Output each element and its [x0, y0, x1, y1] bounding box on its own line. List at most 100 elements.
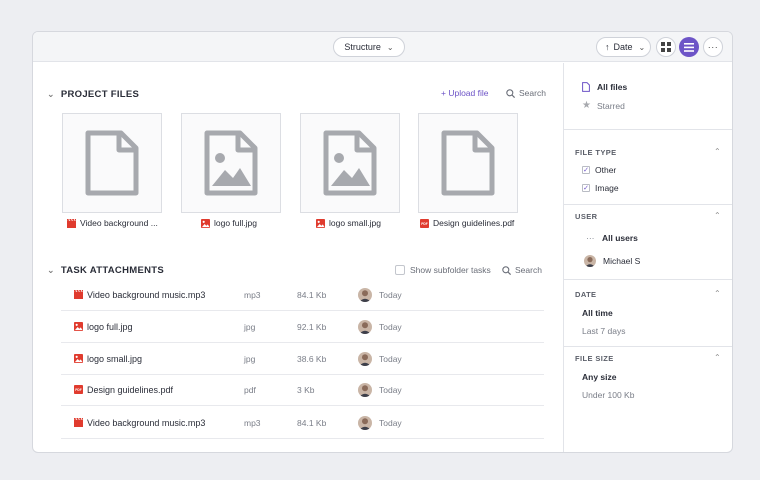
- file-icon: [582, 82, 590, 92]
- checkbox[interactable]: [395, 265, 405, 275]
- attachment-size: 84.1 Kb: [297, 417, 327, 428]
- attachment-size: 92.1 Kb: [297, 321, 327, 332]
- chevron-up-icon[interactable]: ⌃: [714, 211, 721, 220]
- project-files-title: PROJECT FILES: [60, 89, 140, 100]
- pdf-file-icon: PDF: [420, 218, 429, 228]
- attachment-name[interactable]: PDF Design guidelines.pdf: [74, 384, 174, 395]
- attachment-row[interactable]: logo full.jpg jpg 92.1 Kb Today: [61, 311, 544, 343]
- project-files-search[interactable]: Search: [506, 88, 546, 98]
- filter-user-michael[interactable]: Michael S: [584, 255, 640, 267]
- filter-any-size[interactable]: Any size: [582, 372, 617, 382]
- upload-file-link[interactable]: + Upload file: [441, 88, 489, 98]
- attachment-type: mp3: [244, 289, 261, 300]
- attachment-type: pdf: [244, 384, 256, 395]
- avatar: [584, 255, 596, 267]
- avatar: [358, 351, 372, 366]
- file-tile-logo-full[interactable]: [181, 113, 281, 213]
- search-icon: [506, 88, 515, 98]
- attachment-date: Today: [379, 353, 402, 364]
- attachment-row[interactable]: Video background music.mp3 mp3 84.1 Kb Toda…: [61, 279, 544, 311]
- sort-dropdown[interactable]: ↑ Date ⌄: [596, 37, 651, 57]
- attachment-date: Today: [379, 289, 402, 300]
- filter-under-100kb[interactable]: Under 100 Kb: [582, 390, 635, 400]
- tile-label: logo full.jpg: [201, 218, 257, 228]
- filter-image[interactable]: ✓ Image: [582, 183, 619, 193]
- image-file-icon: [316, 218, 325, 228]
- attachment-row[interactable]: PDF Design guidelines.pdf pdf 3 Kb Today: [61, 374, 544, 406]
- task-attachments-search[interactable]: Search: [502, 265, 542, 275]
- more-icon: ···: [707, 42, 719, 52]
- avatar: [358, 319, 372, 334]
- attachment-name[interactable]: Video background music.mp3: [74, 418, 205, 428]
- attachment-name[interactable]: Video background music.mp3: [74, 290, 205, 300]
- more-options-button[interactable]: ···: [703, 37, 723, 57]
- attachment-size: 84.1 Kb: [297, 289, 327, 300]
- pdf-file-icon: PDF: [74, 385, 83, 394]
- image-file-icon: [74, 322, 83, 331]
- attachment-date: Today: [379, 417, 402, 428]
- file-tile-logo-small[interactable]: [300, 113, 400, 213]
- divider: [564, 279, 732, 280]
- top-toolbar: Structure ⌄ ↑ Date ⌄ ···: [33, 32, 732, 62]
- sidebar-item-starred[interactable]: ★ Starred: [582, 100, 625, 111]
- svg-text:PDF: PDF: [421, 222, 427, 226]
- task-attachments-title: TASK ATTACHMENTS: [60, 265, 164, 276]
- chevron-up-icon[interactable]: ⌃: [714, 289, 721, 298]
- search-icon: [502, 265, 511, 275]
- chevron-down-icon: ⌄: [47, 89, 55, 99]
- filter-all-time[interactable]: All time: [582, 308, 613, 318]
- avatar: [358, 382, 372, 397]
- avatar: [358, 287, 372, 302]
- attachment-type: jpg: [244, 353, 256, 364]
- avatar: [358, 415, 372, 430]
- document-icon: [441, 130, 495, 196]
- file-tile-design-guidelines[interactable]: [418, 113, 518, 213]
- files-window: Structure ⌄ ↑ Date ⌄ ··· ⌄ PROJECT FILES…: [32, 31, 733, 453]
- chevron-down-icon: ⌄: [386, 42, 394, 52]
- list-icon: [684, 42, 694, 52]
- filter-other[interactable]: ✓ Other: [582, 165, 617, 175]
- show-subfolder-toggle[interactable]: Show subfolder tasks: [395, 265, 491, 275]
- structure-label: Structure: [344, 42, 381, 52]
- sidebar-item-all-files[interactable]: All files: [582, 82, 627, 92]
- grid-view-button[interactable]: [656, 37, 676, 57]
- attachment-row[interactable]: Video background music.mp3 mp3 84.1 Kb Toda…: [61, 407, 544, 439]
- image-file-icon: [201, 218, 210, 228]
- filter-all-users[interactable]: ··· All users: [586, 233, 638, 243]
- attachment-size: 38.6 Kb: [297, 353, 327, 364]
- image-file-icon: [323, 130, 377, 196]
- structure-dropdown[interactable]: Structure ⌄: [333, 37, 405, 57]
- search-label: Search: [515, 265, 542, 275]
- chevron-up-icon[interactable]: ⌃: [714, 147, 721, 156]
- checkbox-checked[interactable]: ✓: [582, 166, 590, 174]
- search-label: Search: [519, 88, 546, 98]
- main-panel: ⌄ PROJECT FILES + Upload file Search Vid…: [33, 63, 563, 452]
- attachment-type: jpg: [244, 321, 256, 332]
- attachment-name[interactable]: logo full.jpg: [74, 322, 133, 332]
- attachment-name[interactable]: logo small.jpg: [74, 354, 142, 364]
- project-files-header[interactable]: ⌄ PROJECT FILES: [47, 89, 139, 100]
- image-file-icon: [74, 354, 83, 363]
- divider: [564, 129, 732, 130]
- subfolder-label: Show subfolder tasks: [410, 265, 491, 275]
- video-file-icon: [67, 218, 76, 228]
- checkbox-checked[interactable]: ✓: [582, 184, 590, 192]
- video-file-icon: [74, 290, 83, 299]
- attachment-type: mp3: [244, 417, 261, 428]
- arrow-up-icon: ↑: [605, 42, 610, 52]
- filter-last-7-days[interactable]: Last 7 days: [582, 326, 626, 336]
- star-icon: ★: [582, 100, 591, 111]
- date-heading: DATE: [575, 290, 597, 299]
- chevron-up-icon[interactable]: ⌃: [714, 353, 721, 362]
- file-tile-video[interactable]: [62, 113, 162, 213]
- list-view-button[interactable]: [679, 37, 699, 57]
- task-attachments-header[interactable]: ⌄ TASK ATTACHMENTS: [47, 265, 164, 276]
- ellipsis-icon: ···: [586, 233, 595, 243]
- user-heading: USER: [575, 212, 598, 221]
- tile-label: Video background ...: [67, 218, 158, 228]
- image-file-icon: [204, 130, 258, 196]
- svg-text:PDF: PDF: [75, 388, 81, 392]
- filter-sidebar: All files ★ Starred FILE TYPE ⌃ ✓ Other …: [563, 63, 732, 452]
- grid-icon: [661, 42, 671, 52]
- attachment-row[interactable]: logo small.jpg jpg 38.6 Kb Today: [61, 343, 544, 375]
